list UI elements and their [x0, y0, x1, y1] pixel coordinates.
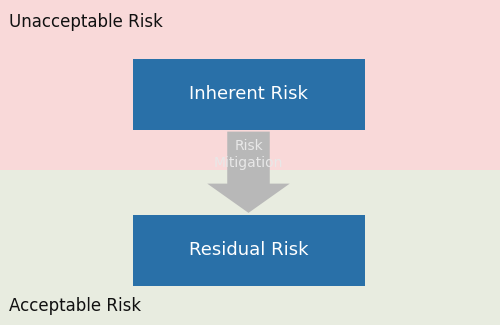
Text: Risk
Mitigation: Risk Mitigation — [214, 139, 283, 170]
Text: Acceptable Risk: Acceptable Risk — [9, 297, 141, 315]
Bar — [132, 214, 365, 286]
Text: Residual Risk: Residual Risk — [189, 241, 308, 259]
Text: Inherent Risk: Inherent Risk — [190, 85, 308, 103]
Bar — [0, 170, 500, 325]
Polygon shape — [208, 132, 290, 213]
Text: Unacceptable Risk: Unacceptable Risk — [9, 13, 163, 31]
Bar — [0, 0, 500, 170]
Bar — [132, 58, 365, 130]
